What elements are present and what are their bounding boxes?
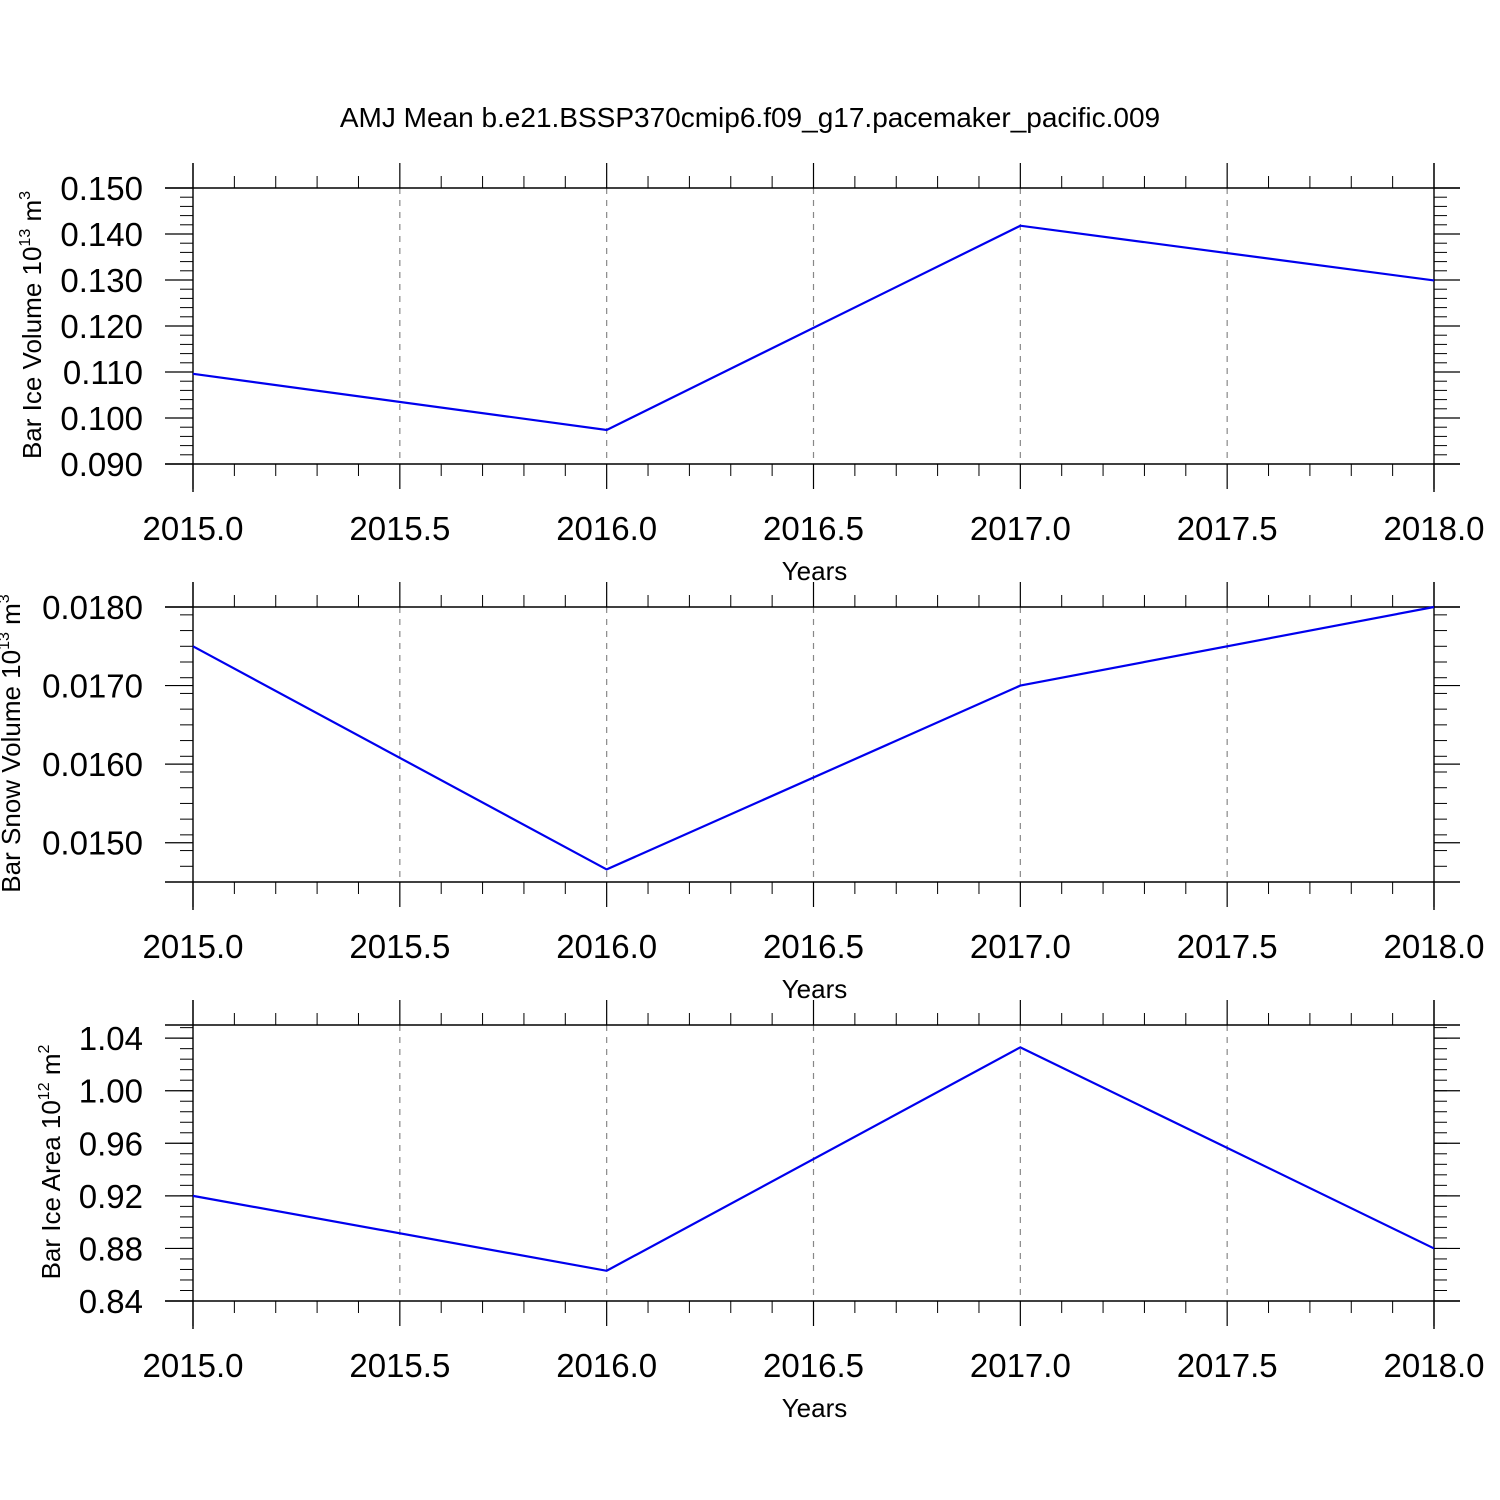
x-tick-label: 2016.0 — [556, 1347, 657, 1384]
x-axis-label: Years — [782, 974, 848, 1004]
series-line — [192, 1046, 1435, 1272]
x-tick-label: 2015.5 — [349, 510, 450, 547]
x-tick-label: 2016.0 — [556, 928, 657, 965]
x-tick-label: 2017.5 — [1177, 928, 1278, 965]
panels: 2015.0 2015.5 2016.0 2016.5 2017.0 2017.5 2018… — [0, 163, 1484, 1423]
y-tick-label: 1.00 — [79, 1073, 143, 1110]
x-tick-label: 2018.0 — [1384, 1347, 1485, 1384]
y-tick-label: 1.04 — [79, 1020, 143, 1057]
x-tick-label: 2018.0 — [1384, 928, 1485, 965]
x-tick-label: 2018.0 — [1384, 510, 1485, 547]
x-tick-label: 2016.5 — [763, 928, 864, 965]
x-tick-label: 2015.0 — [143, 928, 244, 965]
y-tick-label: 0.120 — [60, 308, 143, 345]
y-tick-label: 0.0180 — [42, 589, 143, 626]
series-line — [192, 605, 1435, 871]
y-tick-label: 0.0160 — [42, 746, 143, 783]
y-tick-label: 0.150 — [60, 170, 143, 207]
x-tick-label: 2017.0 — [970, 510, 1071, 547]
y-tick-label: 0.140 — [60, 216, 143, 253]
y-axis-label: Bar Ice Volume 1013 m3 — [17, 191, 47, 459]
x-axis-label: Years — [782, 1393, 848, 1423]
y-tick-label: 0.110 — [63, 354, 143, 391]
y-tick-label: 0.88 — [79, 1230, 143, 1267]
x-tick-label: 2015.5 — [349, 1347, 450, 1384]
y-tick-label: 0.130 — [60, 262, 143, 299]
x-tick-label: 2016.5 — [763, 1347, 864, 1384]
y-tick-label: 0.100 — [60, 400, 143, 437]
x-tick-label: 2015.0 — [143, 510, 244, 547]
chart-panel-3: 2015.0 2015.5 2016.0 2016.5 2017.0 2017.5 2018… — [36, 1000, 1484, 1423]
x-tick-label: 2017.5 — [1177, 1347, 1278, 1384]
x-axis-label: Years — [782, 556, 848, 586]
x-tick-label: 2017.0 — [970, 928, 1071, 965]
y-axis-label: Bar Snow Volume 1013 m3 — [0, 594, 26, 893]
y-tick-label: 0.92 — [79, 1178, 143, 1215]
chart-panel-1: 2015.0 2015.5 2016.0 2016.5 2017.0 2017.5 2018… — [17, 163, 1484, 586]
x-tick-label: 2016.5 — [763, 510, 864, 547]
figure-title: AMJ Mean b.e21.BSSP370cmip6.f09_g17.pace… — [340, 102, 1160, 133]
y-tick-label: 0.0150 — [42, 825, 143, 862]
x-tick-label: 2015.0 — [143, 1347, 244, 1384]
y-tick-label: 0.0170 — [42, 668, 143, 705]
series-line — [192, 224, 1435, 432]
y-tick-label: 0.84 — [79, 1283, 143, 1320]
y-tick-label: 0.090 — [60, 446, 143, 483]
chart-panel-2: 2015.0 2015.5 2016.0 2016.5 2017.0 2017.5 2018… — [0, 582, 1484, 1004]
x-tick-label: 2016.0 — [556, 510, 657, 547]
x-tick-label: 2017.5 — [1177, 510, 1278, 547]
x-tick-label: 2017.0 — [970, 1347, 1071, 1384]
x-tick-label: 2015.5 — [349, 928, 450, 965]
y-axis-label: Bar Ice Area 1012 m2 — [36, 1044, 66, 1279]
y-tick-label: 0.96 — [79, 1125, 143, 1162]
